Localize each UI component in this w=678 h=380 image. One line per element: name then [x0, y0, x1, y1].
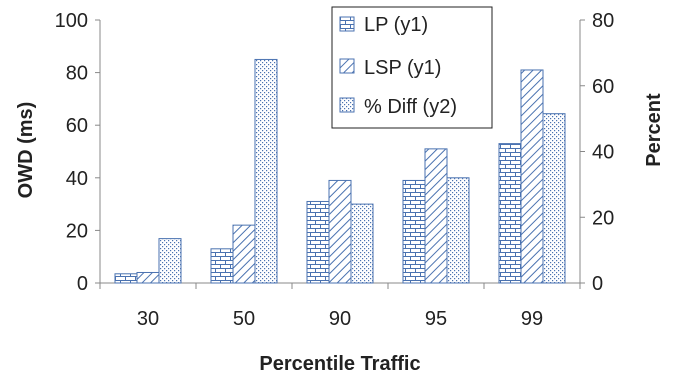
y-tick-label: 60	[66, 115, 88, 137]
legend-label-lsp: LSP (y1)	[364, 57, 441, 79]
legend-swatch-lp	[339, 16, 355, 32]
y2-tick-label: 80	[592, 10, 614, 32]
legend: LP (y1) LSP (y1) % Diff (y2)	[331, 6, 493, 129]
y-axis-title: OWD (ms)	[15, 102, 37, 199]
x-tick-label: 50	[233, 308, 255, 330]
y-tick-label: 100	[55, 10, 88, 32]
bar-diagonal-50	[232, 224, 256, 284]
bar-brick-95	[402, 179, 426, 284]
x-tick-label: 90	[329, 308, 351, 330]
y-tick-label: 20	[66, 220, 88, 242]
x-tick-label: 30	[137, 308, 159, 330]
legend-label-diff: % Diff (y2)	[364, 96, 457, 118]
bars	[114, 58, 566, 284]
bar-dots-90	[350, 203, 374, 284]
ticks: 0 20 40 60 80 100 0 20 40 60 80 30 50 90 95 99	[55, 10, 615, 330]
bar-brick-99	[498, 143, 522, 284]
y-tick-label: 0	[77, 273, 88, 295]
y-tick-label: 40	[66, 168, 88, 190]
x-tick-label: 99	[521, 308, 543, 330]
x-axis-title: Percentile Traffic	[259, 353, 420, 375]
bar-brick-50	[210, 248, 234, 284]
y2-tick-label: 60	[592, 76, 614, 98]
legend-swatch-lsp	[339, 58, 355, 74]
bar-dots-50	[254, 58, 278, 284]
y2-axis-title: Percent	[643, 93, 665, 167]
y2-tick-label: 0	[592, 273, 603, 295]
bar-diagonal-30	[136, 271, 160, 284]
bar-dots-95	[446, 177, 470, 284]
y2-tick-label: 40	[592, 142, 614, 164]
y-tick-label: 80	[66, 63, 88, 85]
y2-tick-label: 20	[592, 207, 614, 229]
bar-brick-90	[306, 200, 330, 284]
x-tick-label: 95	[425, 308, 447, 330]
bar-diagonal-90	[328, 179, 352, 284]
legend-swatch-diff	[339, 97, 355, 113]
legend-label-lp: LP (y1)	[364, 14, 428, 36]
legend-box	[331, 6, 493, 129]
bar-dots-30	[158, 238, 182, 284]
bar-diagonal-99	[520, 69, 544, 284]
bar-dots-99	[542, 113, 566, 284]
bar-diagonal-95	[424, 148, 448, 284]
bar-brick-30	[114, 273, 138, 284]
